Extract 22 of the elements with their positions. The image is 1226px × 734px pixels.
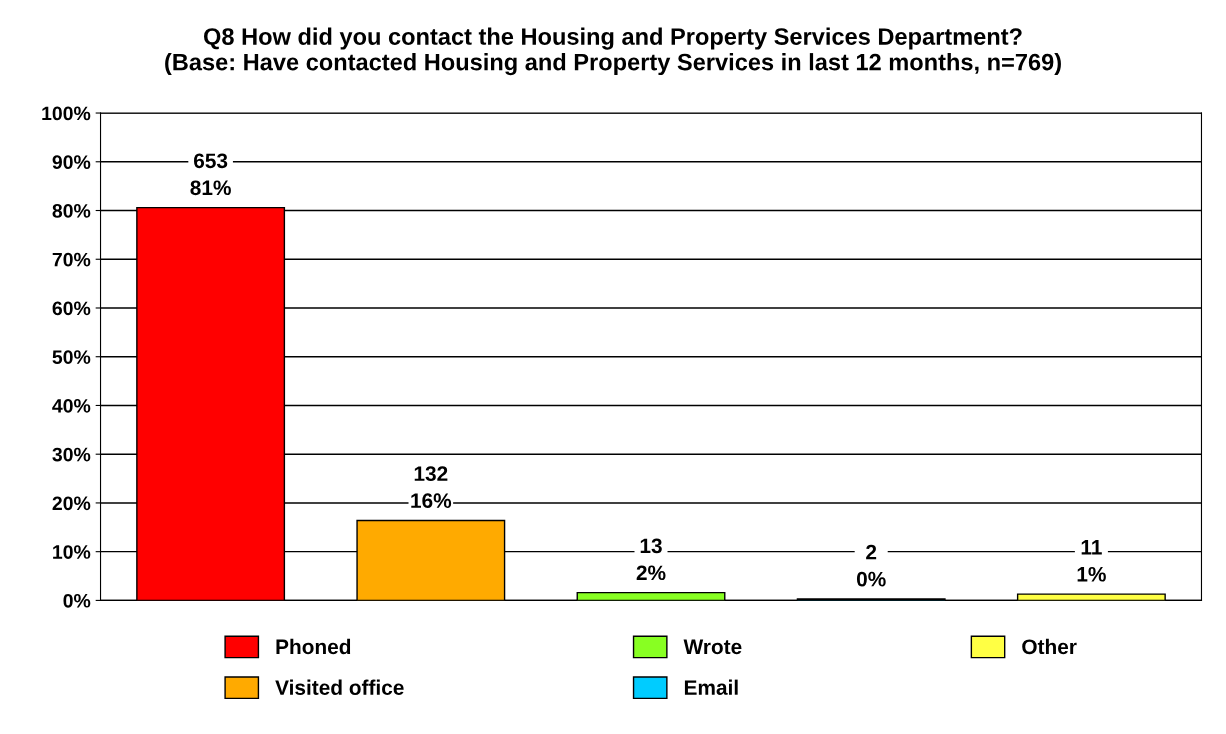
data-label: 653 81% xyxy=(190,153,231,196)
y-tick-label: 20% xyxy=(52,496,91,511)
y-tick-label: 70% xyxy=(52,252,91,267)
y-tick-label: 0% xyxy=(63,593,91,608)
legend-label: Visited office xyxy=(275,679,404,695)
y-tick-label: 60% xyxy=(52,301,91,316)
legend-label: Phoned xyxy=(276,638,351,655)
legend-label: Email xyxy=(684,679,738,695)
data-label: 132 16% xyxy=(411,466,452,509)
y-tick-label: 10% xyxy=(53,545,91,559)
y-tick-label: 50% xyxy=(52,350,91,364)
y-tick-label: 30% xyxy=(52,447,91,462)
y-tick-label: 80% xyxy=(52,203,91,218)
y-tick-label: 40% xyxy=(52,398,91,413)
y-tick-label: 100% xyxy=(42,106,91,121)
y-tick-label: 90% xyxy=(52,155,91,170)
data-label: 2 0% xyxy=(856,544,886,587)
data-label: 13 2% xyxy=(636,538,666,581)
chart-title: Q8 How did you contact the Housing and Property Services Department? (Base: Have contacted Housing and Property Services in last 12 months, n=769) xyxy=(165,27,1061,76)
data-label: 11 1% xyxy=(1077,540,1106,582)
legend-label: Other xyxy=(1022,638,1077,655)
legend-label: Wrote xyxy=(683,639,742,655)
